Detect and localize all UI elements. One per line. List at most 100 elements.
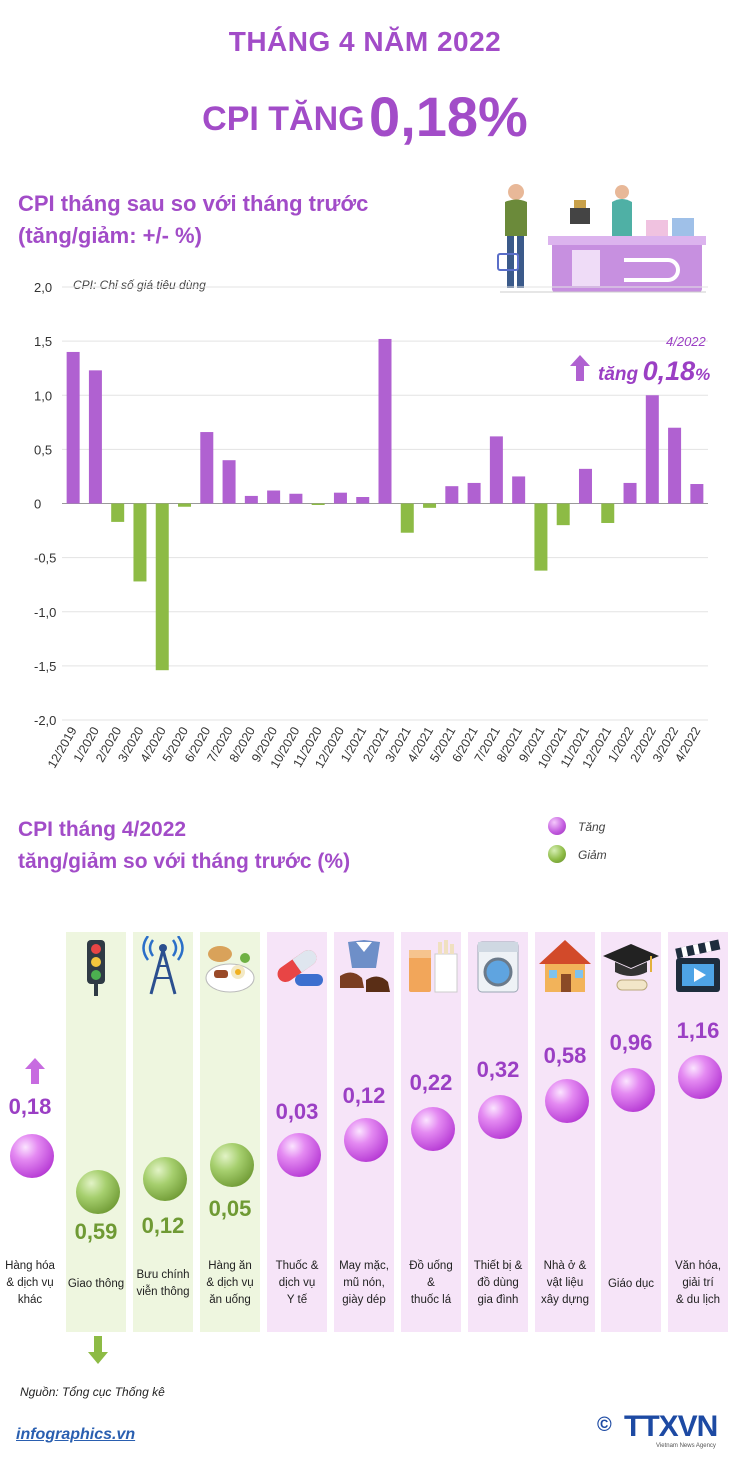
value-marker [478,1095,522,1139]
title-cpi-word: CPI TĂNG [202,100,365,138]
category-column-bg [601,932,661,1332]
bar-8-2020 [244,495,258,504]
bar-1-2020 [88,370,102,504]
y-tick-label: 1,5 [34,334,52,349]
value-label: 0,59 [74,1219,118,1244]
y-tick-label: -2,0 [34,713,56,728]
legend-down-label: Giảm [578,848,607,862]
y-tick-label: -1,5 [34,659,56,674]
traffic-light-icon [66,936,126,998]
category-column-bg [133,932,193,1332]
chart2-title-line1: CPI tháng 4/2022 [18,818,187,841]
value-marker [678,1055,722,1099]
down-arrow-icon [88,1336,108,1369]
category-label: Hàng ăn & dịch vụ ăn uống [206,1260,254,1306]
bar-6-2020 [200,432,214,504]
bar-2-2021 [378,338,392,504]
food-plate-icon [200,936,260,998]
y-tick-label: 0 [34,497,41,512]
bar-12-2020 [333,492,347,504]
film-icon [668,936,728,998]
category-label: Đồ uống & thuốc lá [409,1260,453,1306]
callout-arrow-up-icon [570,355,590,386]
value-marker [411,1107,455,1151]
bar-9-2020 [267,490,281,504]
arrow-up-icon [25,1058,45,1089]
value-label: 0,96 [609,1030,653,1055]
value-label: 0,32 [476,1057,520,1082]
value-label: 0,58 [543,1043,587,1068]
legend-down-marker [548,845,566,863]
site-link[interactable]: infographics.vn [16,1426,136,1443]
value-marker [143,1157,187,1201]
chart2-title-line2: tăng/giảm so với tháng trước (%) [18,850,351,873]
bar-3-2022 [668,427,682,504]
category-label: Giáo dục [607,1278,655,1290]
value-marker [76,1170,120,1214]
category-label: Thuốc & dịch vụ Y tế [275,1260,319,1306]
value-label: 0,22 [409,1070,453,1095]
y-tick-label: -0,5 [34,551,56,566]
bar-3-2021 [400,503,414,533]
bar-11-2021 [578,468,592,504]
monthly-cpi-chart: 2,01,51,00,50-0,5-1,0-1,5-2,012/20191/20… [34,280,708,771]
value-label: 0,05 [208,1196,252,1221]
category-label: Nhà ở & vật liệu xây dựng [541,1260,589,1306]
category-label: Bưu chính viễn thông [136,1269,190,1298]
legend-up-marker [548,817,566,835]
category-column-bg [66,932,126,1332]
bar-4-2020 [155,503,169,671]
category-column-bg [267,932,327,1332]
category-column-bg [668,932,728,1332]
agency-logo: TTXVN [624,1410,718,1443]
bar-4-2021 [423,503,437,508]
agency-subtitle: Vietnam News Agency [656,1443,716,1449]
graduation-cap-icon [601,936,661,998]
value-label: 0,12 [342,1083,386,1108]
bar-10-2021 [556,503,570,526]
title-cpi-value: 0,18% [369,85,528,148]
chart1-title-line1: CPI tháng sau so với tháng trước [18,191,369,216]
chart2-title: CPI tháng 4/2022 tăng/giảm so với tháng … [18,814,350,878]
bar-6-2021 [467,482,481,504]
chart1-title: CPI tháng sau so với tháng trước (tăng/g… [18,188,368,252]
category-label: Hàng hóa & dịch vụ khác [5,1260,55,1306]
category-label: May mặc, mũ nón, giày dép [339,1260,389,1306]
bar-2-2020 [111,503,125,522]
copyright-symbol: © [597,1414,612,1436]
category-column-bg [200,932,260,1332]
antenna-icon [133,935,193,998]
value-marker [545,1079,589,1123]
bar-5-2020 [178,503,192,507]
bar-9-2021 [534,503,548,571]
value-label: 0,18 [8,1094,52,1119]
value-label: 1,16 [676,1018,720,1043]
value-label: 0,12 [141,1213,185,1238]
house-icon [535,936,595,998]
page-subtitle: THÁNG 4 NĂM 2022 [228,26,502,57]
value-marker [277,1133,321,1177]
value-marker [611,1068,655,1112]
bar-12-2021 [601,503,615,523]
bar-10-2020 [289,493,303,504]
clothing-shoes-icon [334,936,394,998]
category-column-bg [535,932,595,1332]
bar-5-2021 [445,486,459,504]
bar-3-2020 [133,503,147,582]
bar-4-2022 [690,484,704,504]
shopping-illustration [497,184,706,293]
chart1-title-line2: (tăng/giảm: +/- %) [18,223,202,248]
y-tick-label: -1,0 [34,605,56,620]
pills-icon [267,936,327,998]
value-marker [344,1118,388,1162]
x-tick-label: 12/2019 [45,724,80,770]
bar-2-2022 [645,395,659,504]
bar-1-2022 [623,482,637,504]
page-title: CPI TĂNG 0,18% [0,84,730,149]
bar-11-2020 [311,503,325,505]
category-label: Thiết bị & đồ dùng gia đình [473,1260,523,1306]
chart1-note: CPI: Chỉ số giá tiêu dùng [73,278,206,292]
y-tick-label: 1,0 [34,388,52,403]
callout-date: 4/2022 [666,334,706,349]
bar-8-2021 [512,476,526,504]
